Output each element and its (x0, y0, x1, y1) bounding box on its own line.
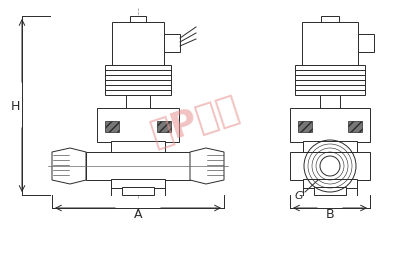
Bar (126, 95, 150, 108)
Bar (112, 22, 164, 65)
Bar (321, 16, 339, 22)
Bar (290, 108, 370, 142)
Bar (295, 65, 365, 95)
Text: A: A (134, 208, 142, 221)
Bar (157, 121, 171, 132)
Bar (105, 121, 119, 132)
Bar (164, 34, 180, 52)
Bar (97, 108, 179, 142)
Polygon shape (52, 148, 86, 184)
Bar (111, 141, 165, 152)
Bar (122, 187, 154, 195)
Bar (130, 16, 146, 22)
Bar (105, 65, 171, 95)
Bar (348, 121, 362, 132)
Bar (111, 179, 165, 188)
Bar (303, 179, 357, 188)
Text: 沿P阀门: 沿P阀门 (146, 92, 244, 152)
Bar (303, 141, 357, 152)
Polygon shape (190, 148, 224, 184)
Bar (298, 121, 312, 132)
Bar (290, 152, 370, 180)
Bar (314, 187, 346, 195)
Text: H: H (10, 100, 20, 113)
Text: G: G (295, 191, 303, 201)
Text: B: B (326, 208, 334, 221)
Bar (320, 95, 340, 108)
Bar (86, 152, 190, 180)
Bar (302, 22, 358, 65)
Bar (358, 34, 374, 52)
